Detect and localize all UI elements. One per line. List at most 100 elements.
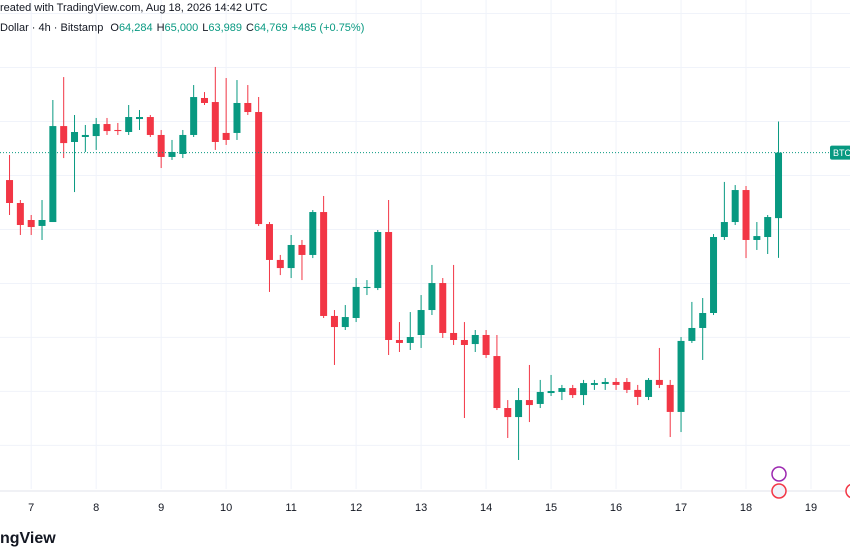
candle-body	[6, 180, 14, 203]
x-tick-label: 19	[805, 502, 817, 514]
ohlc-key: C	[245, 22, 254, 34]
x-tick-label: 7	[28, 502, 34, 514]
candle-body	[114, 129, 122, 132]
candle-body	[211, 102, 219, 142]
candle-body	[341, 317, 349, 328]
candle-body	[645, 379, 653, 397]
candle-body	[525, 400, 533, 406]
event-icon	[771, 483, 787, 499]
candle-body	[417, 310, 425, 335]
last-price-box	[830, 145, 850, 160]
candle-body	[569, 388, 577, 396]
candle-body	[16, 202, 24, 225]
x-tick-label: 9	[158, 502, 164, 514]
source-line: reated with TradingView.com, Aug 18, 202…	[0, 2, 272, 14]
x-tick-label: 11	[285, 502, 296, 514]
candle-body	[493, 356, 501, 409]
logo: ngView	[0, 530, 56, 547]
x-tick-label: 15	[545, 502, 557, 514]
candle-body	[265, 224, 273, 260]
candle-body	[146, 117, 154, 135]
candle-body	[504, 408, 512, 418]
candle-body	[60, 126, 68, 144]
candle-body	[374, 232, 382, 289]
candle-body	[558, 388, 566, 392]
candle-body	[363, 286, 371, 289]
candle-body	[179, 134, 187, 155]
ohlc-value: 65,000	[164, 22, 199, 34]
candle-body	[395, 339, 403, 343]
candle-body	[222, 132, 230, 140]
candle-body	[71, 132, 79, 142]
last-price-label: BTCU	[833, 148, 850, 158]
symbol: Dollar · 4h · Bitstamp	[0, 22, 104, 34]
candle-body	[634, 389, 642, 397]
x-tick-label: 10	[220, 502, 232, 514]
ohlc-value: 64,769	[253, 22, 288, 34]
candle-body	[298, 244, 306, 255]
candle-body	[439, 283, 447, 333]
candle-body	[233, 102, 241, 133]
candle-body	[244, 102, 252, 113]
candle-body	[255, 112, 263, 225]
candle-body	[471, 334, 479, 345]
source: reated with TradingView.com, Aug 18, 202…	[0, 2, 268, 14]
candle-body	[699, 312, 707, 328]
candle-body	[601, 381, 609, 384]
candle-body	[720, 222, 728, 238]
ohlc-key: L	[202, 22, 209, 34]
candle-body	[450, 332, 458, 340]
candle-body	[200, 97, 208, 103]
candle-body	[460, 339, 468, 345]
candle-body	[731, 190, 739, 223]
candle-body	[330, 315, 338, 328]
candle-body	[688, 327, 696, 341]
ohlc-key: O	[110, 22, 119, 34]
candle-body	[764, 217, 772, 238]
ohlc-value: 63,989	[208, 22, 242, 34]
candle-body	[38, 220, 46, 226]
candle-body	[385, 232, 393, 340]
ohlc-value: 64,284	[118, 22, 153, 34]
candle-body	[482, 334, 490, 355]
candle-body	[753, 236, 761, 240]
candle-body	[547, 391, 555, 394]
x-tick-label: 17	[675, 502, 687, 514]
candle-body	[287, 244, 295, 269]
event-icon	[845, 483, 850, 499]
x-tick-label: 14	[480, 502, 492, 514]
candle-body	[136, 117, 144, 120]
candle-body	[320, 212, 328, 316]
change: +485 (+0.75%)	[291, 22, 365, 34]
symbol-line: Dollar · 4h · Bitstamp O64,284 H65,000 L63…	[0, 22, 368, 34]
candle-body	[775, 152, 783, 219]
candle-body	[125, 117, 133, 133]
candle-body	[580, 383, 588, 396]
x-tick-label: 16	[610, 502, 622, 514]
candle-body	[590, 383, 598, 385]
x-tick-label: 18	[740, 502, 752, 514]
candle-body	[157, 134, 165, 157]
candle-body	[190, 97, 198, 135]
event-icon	[771, 466, 787, 482]
candle-body	[428, 283, 436, 311]
candle-body	[536, 391, 544, 404]
x-tick-label: 8	[93, 502, 99, 514]
candle-body	[666, 384, 674, 412]
candle-body	[168, 151, 176, 157]
candle-body	[27, 220, 35, 228]
candle-body	[710, 237, 718, 313]
x-tick-label: 12	[350, 502, 362, 514]
candle-body	[81, 134, 89, 137]
candle-body	[352, 286, 360, 318]
x-tick-label: 13	[415, 502, 427, 514]
candle-body	[612, 381, 620, 385]
candle-body	[623, 381, 631, 390]
candle-body	[276, 259, 284, 269]
candle-body	[677, 340, 685, 412]
candle-body	[515, 400, 523, 418]
candle-body	[92, 124, 100, 137]
candle-body	[406, 337, 414, 343]
